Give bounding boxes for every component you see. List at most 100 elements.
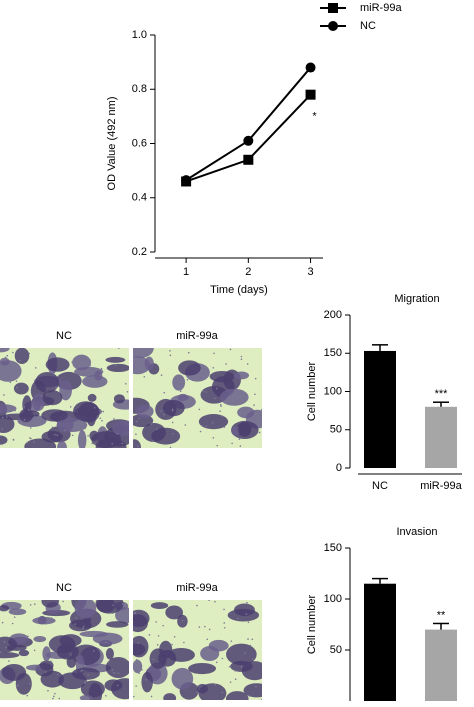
pore — [107, 661, 110, 663]
cell-cluster — [105, 656, 129, 679]
pore — [213, 352, 215, 355]
pore — [121, 615, 123, 617]
cell-cluster — [8, 608, 27, 616]
pore — [101, 419, 103, 422]
pore — [137, 642, 139, 644]
pore — [169, 446, 172, 448]
pore — [215, 387, 218, 390]
pore — [126, 391, 129, 393]
pore — [230, 640, 233, 642]
cell-cluster — [32, 393, 45, 411]
pore — [19, 359, 21, 362]
y-tick-label: 1.0 — [132, 29, 147, 41]
pore — [14, 377, 16, 380]
pore — [121, 603, 124, 605]
pore — [75, 422, 78, 424]
pore — [81, 669, 84, 672]
pore — [1, 621, 4, 624]
cell-cluster — [0, 435, 8, 445]
pore — [34, 603, 36, 605]
pore — [13, 649, 16, 651]
cell-cluster — [112, 420, 129, 436]
pore — [216, 444, 219, 447]
pore — [29, 427, 32, 429]
pore — [152, 658, 155, 661]
pore — [105, 380, 107, 383]
pore — [254, 393, 256, 396]
bar — [364, 583, 396, 701]
pore — [240, 665, 243, 668]
pore — [204, 625, 206, 628]
pore — [92, 650, 95, 652]
pore — [135, 685, 137, 687]
pore — [135, 420, 138, 423]
pore — [82, 627, 84, 629]
pore — [184, 424, 187, 426]
chart-title: Migration — [394, 293, 439, 305]
pore — [99, 417, 102, 420]
cell-cluster — [95, 600, 124, 614]
pore — [160, 410, 162, 412]
cell-cluster — [105, 356, 126, 363]
pore — [223, 426, 226, 428]
x-tick-label: 1 — [183, 266, 189, 278]
pore — [69, 406, 72, 408]
pore — [80, 670, 83, 672]
y-tick-label: 0.4 — [132, 192, 147, 204]
pore — [58, 697, 61, 700]
cell-cluster — [238, 421, 252, 437]
pore — [50, 617, 53, 619]
y-tick-label: 0.6 — [132, 137, 147, 149]
cell-cluster — [231, 426, 241, 436]
pore — [16, 386, 18, 389]
pore — [34, 415, 36, 418]
cell-cluster — [0, 652, 20, 659]
pore — [83, 682, 86, 685]
micrograph — [133, 600, 262, 700]
pore — [3, 641, 6, 643]
pore — [90, 400, 93, 403]
pore — [94, 609, 97, 611]
pore — [221, 415, 224, 417]
pore — [205, 425, 208, 427]
pore — [148, 634, 151, 636]
cell-cluster — [74, 366, 104, 377]
pore — [29, 682, 31, 685]
pore — [135, 658, 138, 661]
pore — [138, 417, 140, 420]
pore — [30, 437, 32, 440]
pore — [181, 619, 184, 622]
pore — [117, 672, 120, 675]
cell-cluster — [41, 409, 68, 422]
pore — [56, 673, 59, 676]
pore — [152, 440, 155, 442]
pore — [6, 354, 9, 357]
pore — [1, 416, 4, 419]
pore — [44, 671, 47, 673]
pore — [10, 608, 12, 611]
pore — [116, 433, 118, 435]
pore — [211, 422, 214, 424]
pore — [13, 616, 16, 618]
cell-cluster — [178, 360, 201, 376]
pore — [206, 650, 209, 652]
pore — [3, 394, 5, 396]
cell-cluster — [13, 382, 29, 395]
cell-cluster — [42, 646, 51, 662]
pore — [255, 685, 257, 688]
pore — [26, 694, 29, 697]
pore — [71, 434, 74, 437]
pore — [196, 691, 198, 694]
pore — [229, 348, 232, 351]
micrograph-content — [0, 348, 129, 448]
pore — [183, 641, 185, 644]
pore — [111, 612, 114, 615]
cell-cluster — [243, 683, 262, 698]
pore — [204, 658, 206, 661]
pore — [47, 689, 49, 692]
pore — [87, 434, 89, 437]
pore — [171, 432, 174, 435]
cell-cluster — [82, 375, 108, 388]
pore — [143, 375, 146, 378]
pore — [240, 355, 243, 358]
